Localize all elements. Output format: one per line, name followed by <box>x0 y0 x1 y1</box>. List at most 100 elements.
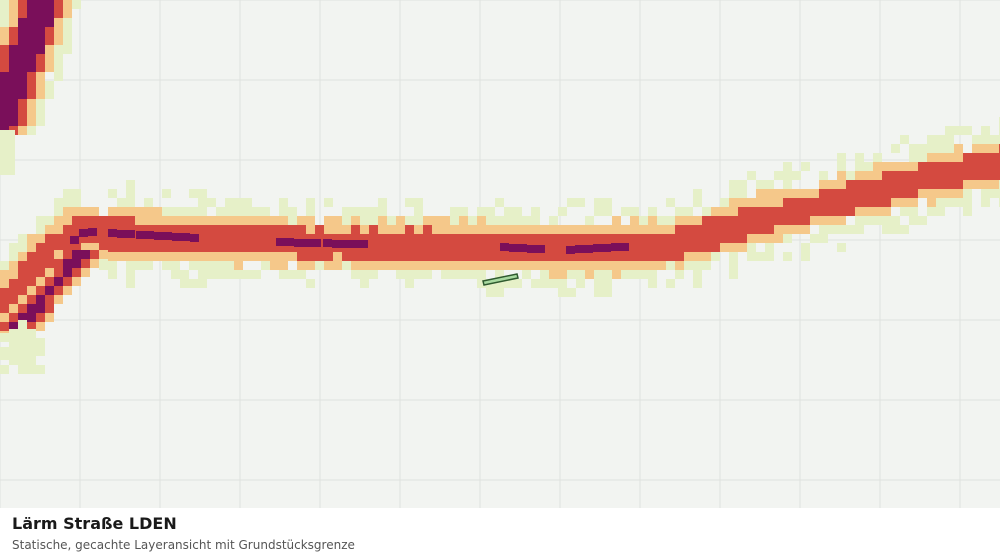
noise-cell-lowest <box>18 347 27 356</box>
noise-cell-low <box>657 225 666 234</box>
noise-cell-high <box>108 216 117 225</box>
noise-cell-lowest <box>342 207 351 216</box>
noise-cell-high <box>108 243 117 252</box>
noise-cell-high <box>243 243 252 252</box>
noise-cell-high <box>747 225 756 234</box>
noise-cell-lowest <box>558 279 567 288</box>
noise-cell-low <box>891 198 900 207</box>
noise-cell-high <box>477 252 486 261</box>
noise-cell-high <box>45 36 54 45</box>
noise-cell-high <box>18 9 27 18</box>
noise-cell-low <box>36 234 45 243</box>
noise-cell-highest <box>359 240 368 248</box>
noise-cell-high <box>666 234 675 243</box>
noise-cell-high <box>621 234 630 243</box>
noise-cell-low <box>297 261 306 270</box>
noise-cell-low <box>648 216 657 225</box>
noise-cell-high <box>513 234 522 243</box>
noise-cell-high <box>90 234 99 243</box>
noise-cell-high <box>27 279 36 288</box>
noise-cell-lowest <box>792 171 801 180</box>
noise-cell-highest <box>163 232 172 240</box>
noise-map[interactable] <box>0 0 1000 508</box>
noise-cell-high <box>684 225 693 234</box>
noise-cell-lowest <box>351 207 360 216</box>
noise-cell-lowest <box>990 189 999 198</box>
noise-cell-lowest <box>225 198 234 207</box>
noise-cell-high <box>108 234 117 243</box>
noise-cell-low <box>279 261 288 270</box>
noise-cell-high <box>99 216 108 225</box>
noise-cell-lowest <box>126 279 135 288</box>
noise-cell-high <box>909 189 918 198</box>
noise-cell-low <box>477 225 486 234</box>
noise-cell-high <box>270 243 279 252</box>
noise-cell-highest <box>18 54 27 63</box>
noise-cell-low <box>729 198 738 207</box>
noise-cell-lowest <box>261 261 270 270</box>
noise-cell-high <box>63 225 72 234</box>
noise-cell-low <box>612 216 621 225</box>
noise-cell-high <box>945 162 954 171</box>
noise-cell-lowest <box>495 270 504 279</box>
noise-cell-high <box>45 243 54 252</box>
noise-cell-high <box>117 234 126 243</box>
noise-cell-lowest <box>801 252 810 261</box>
noise-cell-highest <box>27 63 36 72</box>
noise-cell-high <box>270 234 279 243</box>
noise-cell-highest <box>602 244 611 252</box>
noise-cell-lowest <box>360 216 369 225</box>
noise-cell-high <box>243 234 252 243</box>
noise-cell-low <box>162 216 171 225</box>
noise-cell-lowest <box>603 279 612 288</box>
noise-cell-highest <box>18 18 27 27</box>
noise-cell-highest <box>575 245 584 253</box>
noise-cell-high <box>972 162 981 171</box>
noise-cell-lowest <box>873 216 882 225</box>
noise-cell-lowest <box>963 207 972 216</box>
noise-cell-high <box>261 243 270 252</box>
noise-cell-low <box>855 207 864 216</box>
noise-cell-high <box>945 171 954 180</box>
noise-cell-high <box>369 234 378 243</box>
noise-cell-highest <box>36 18 45 27</box>
noise-cell-high <box>333 234 342 243</box>
noise-cell-lowest <box>0 333 9 342</box>
noise-cell-low <box>54 295 63 304</box>
noise-cell-high <box>927 162 936 171</box>
noise-cell-lowest <box>936 198 945 207</box>
noise-cell-low <box>549 225 558 234</box>
noise-cell-lowest <box>801 162 810 171</box>
noise-cell-high <box>630 252 639 261</box>
noise-cell-high <box>432 252 441 261</box>
noise-cell-lowest <box>198 279 207 288</box>
noise-cell-low <box>378 261 387 270</box>
noise-cell-lowest <box>891 216 900 225</box>
noise-cell-lowest <box>936 135 945 144</box>
noise-cell-lowest <box>63 198 72 207</box>
noise-cell-high <box>783 207 792 216</box>
noise-cell-high <box>36 54 45 63</box>
noise-cell-high <box>801 216 810 225</box>
noise-cell-lowest <box>900 135 909 144</box>
noise-cell-highest <box>294 239 303 247</box>
parcel-boundary[interactable] <box>482 273 519 286</box>
noise-cell-lowest <box>180 279 189 288</box>
noise-cell-lowest <box>576 198 585 207</box>
noise-cell-lowest <box>180 270 189 279</box>
noise-cell-low <box>252 252 261 261</box>
noise-cell-lowest <box>513 279 522 288</box>
noise-cell-high <box>54 9 63 18</box>
noise-cell-high <box>432 243 441 252</box>
noise-cell-lowest <box>378 207 387 216</box>
noise-cell-low <box>990 180 999 189</box>
noise-cell-high <box>90 250 99 259</box>
noise-cell-high <box>72 216 81 225</box>
noise-cell-high <box>954 162 963 171</box>
noise-cell-high <box>846 198 855 207</box>
noise-cell-high <box>549 252 558 261</box>
noise-cell-high <box>99 225 108 234</box>
noise-cell-lowest <box>594 279 603 288</box>
noise-cell-lowest <box>558 288 567 297</box>
noise-cell-low <box>153 252 162 261</box>
